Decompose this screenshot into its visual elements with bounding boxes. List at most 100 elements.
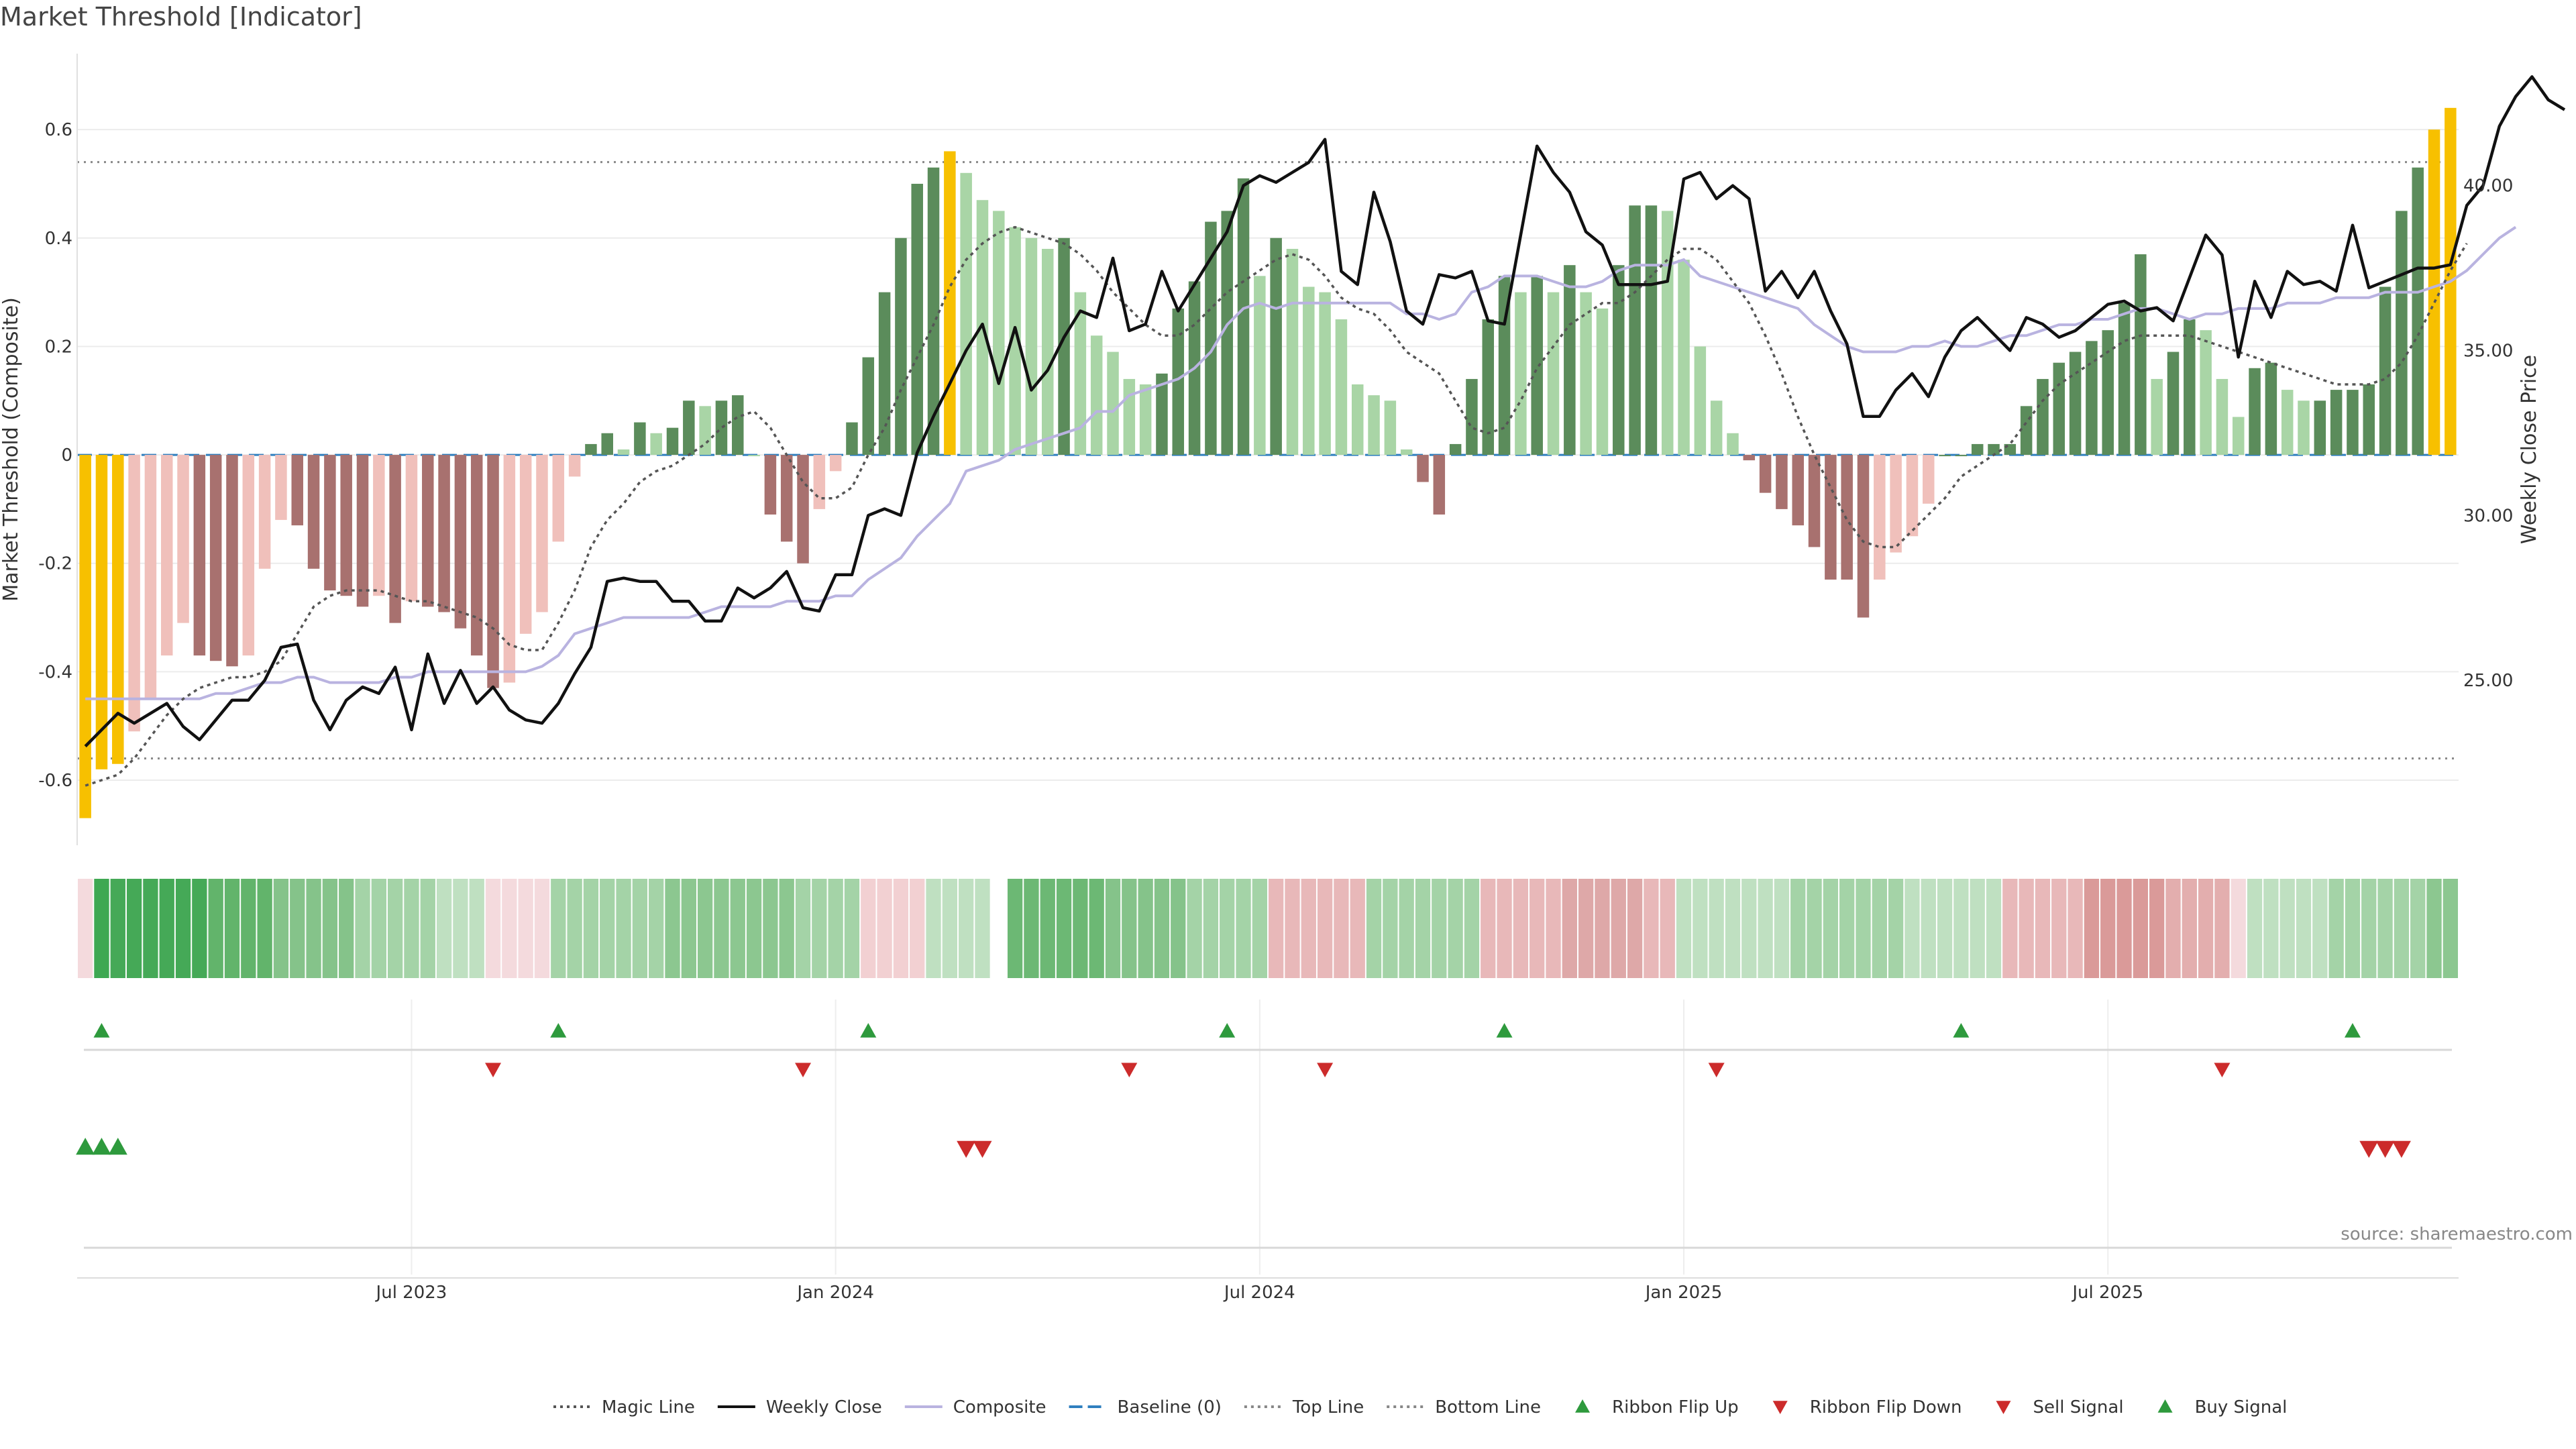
composite-bar (536, 455, 548, 612)
ribbon-cell (2361, 879, 2377, 978)
composite-bar (2396, 211, 2408, 455)
composite-bar (1041, 248, 1054, 455)
composite-bar (862, 357, 875, 455)
ribbon-cell (1758, 879, 1773, 978)
ribbon-cell (1676, 879, 1692, 978)
ribbon-cell (910, 879, 925, 978)
ribbon-cell (991, 879, 1006, 978)
composite-bar (1890, 455, 1902, 553)
ribbon-cell (1595, 879, 1610, 978)
composite-bar (2314, 400, 2326, 455)
legend-item: Baseline (0) (1069, 1397, 1222, 1417)
composite-bar (519, 455, 532, 634)
ribbon-cell (2198, 879, 2214, 978)
sell-signal-marker (2392, 1140, 2411, 1158)
composite-bar (112, 455, 124, 764)
ribbon-cell (600, 879, 615, 978)
composite-bar (2184, 319, 2196, 455)
composite-bar (209, 455, 222, 661)
ribbon-cell (1823, 879, 1839, 978)
ribbon-cell (371, 879, 386, 978)
ribbon-cell (453, 879, 468, 978)
composite-bar (1009, 227, 1021, 455)
composite-bar (242, 455, 255, 656)
composite-bar (1792, 455, 1804, 526)
ribbon-cell (746, 879, 762, 978)
ribbon-cell (551, 879, 566, 978)
ribbon-cell (1497, 879, 1512, 978)
composite-bar (2298, 400, 2310, 455)
ribbon-cell (2116, 879, 2132, 978)
ribbon-cell (2149, 879, 2165, 978)
composite-bar (1466, 378, 1478, 455)
composite-bar (226, 455, 238, 667)
composite-bar (1449, 443, 1462, 455)
ribbon-cell (143, 879, 158, 978)
composite-bar (1319, 292, 1331, 455)
signal-panel (76, 1138, 2452, 1249)
ribbon-cell (616, 879, 631, 978)
ribbon-cell (1073, 879, 1088, 978)
ribbon-cell (975, 879, 990, 978)
ribbon-cell (2084, 879, 2100, 978)
ribbon-cell (257, 879, 272, 978)
composite-bar (1433, 455, 1446, 515)
composite-bar (813, 455, 826, 509)
legend-label: Sell Signal (2033, 1397, 2123, 1417)
ribbon-cell (2165, 879, 2181, 978)
composite-bar (1776, 455, 1788, 509)
composite-bar (1156, 373, 1168, 455)
ribbon-cell (828, 879, 843, 978)
weekly-close-line (84, 75, 2566, 748)
chart-title: Market Threshold [Indicator] (0, 2, 362, 32)
composite-bar (1955, 455, 1968, 457)
ribbon-cell (1317, 879, 1333, 978)
ribbon-cell (322, 879, 338, 978)
composite-bar (732, 395, 744, 455)
composite-bar (487, 455, 499, 688)
composite-bar (1498, 276, 1511, 455)
composite-bar (405, 455, 418, 602)
composite-bar (389, 455, 401, 623)
composite-bar (1368, 395, 1380, 455)
composite-bar (1596, 308, 1609, 455)
composite-bar (1580, 292, 1592, 455)
sell-signal-marker (957, 1140, 976, 1158)
ribbon-cell (2231, 879, 2246, 978)
composite-bar (1417, 455, 1429, 482)
ribbon-cell (1269, 879, 1284, 978)
ribbon-cell (290, 879, 305, 978)
composite-bar (1482, 319, 1495, 455)
composite-bar (340, 455, 352, 596)
ribbon-cell (2345, 879, 2361, 978)
composite-bar (1988, 443, 2000, 455)
series-lines (84, 75, 2566, 787)
composite-bar (911, 183, 923, 455)
ribbon-cell (959, 879, 974, 978)
ribbon-cell (665, 879, 680, 978)
composite-bar (1123, 378, 1136, 455)
composite-bar (2216, 378, 2229, 455)
legend-item: Bottom Line (1387, 1397, 1541, 1417)
ribbon-cell (2296, 879, 2312, 978)
ribbon-cell (1122, 879, 1137, 978)
composite-bar (2412, 167, 2424, 455)
composite-bar (1613, 265, 1625, 455)
composite-bar (1074, 292, 1087, 455)
composite-bar (1172, 308, 1185, 455)
ribbon-cell (1040, 879, 1055, 978)
ribbon-cell (2426, 879, 2442, 978)
composite-bar (1923, 455, 1935, 504)
composite-bar (1335, 319, 1348, 455)
composite-bar (617, 449, 630, 455)
ribbon-cell (795, 879, 811, 978)
ribbon-cell (1464, 879, 1480, 978)
ribbon-cell (779, 879, 794, 978)
y-tick-label: 0.6 (45, 120, 72, 140)
ribbon-flip-down-marker (1121, 1063, 1138, 1077)
ribbon-cell (306, 879, 321, 978)
ribbon-cell (844, 879, 860, 978)
composite-bar (1384, 400, 1397, 455)
ribbon-cell (649, 879, 664, 978)
composite-bar (846, 422, 858, 455)
